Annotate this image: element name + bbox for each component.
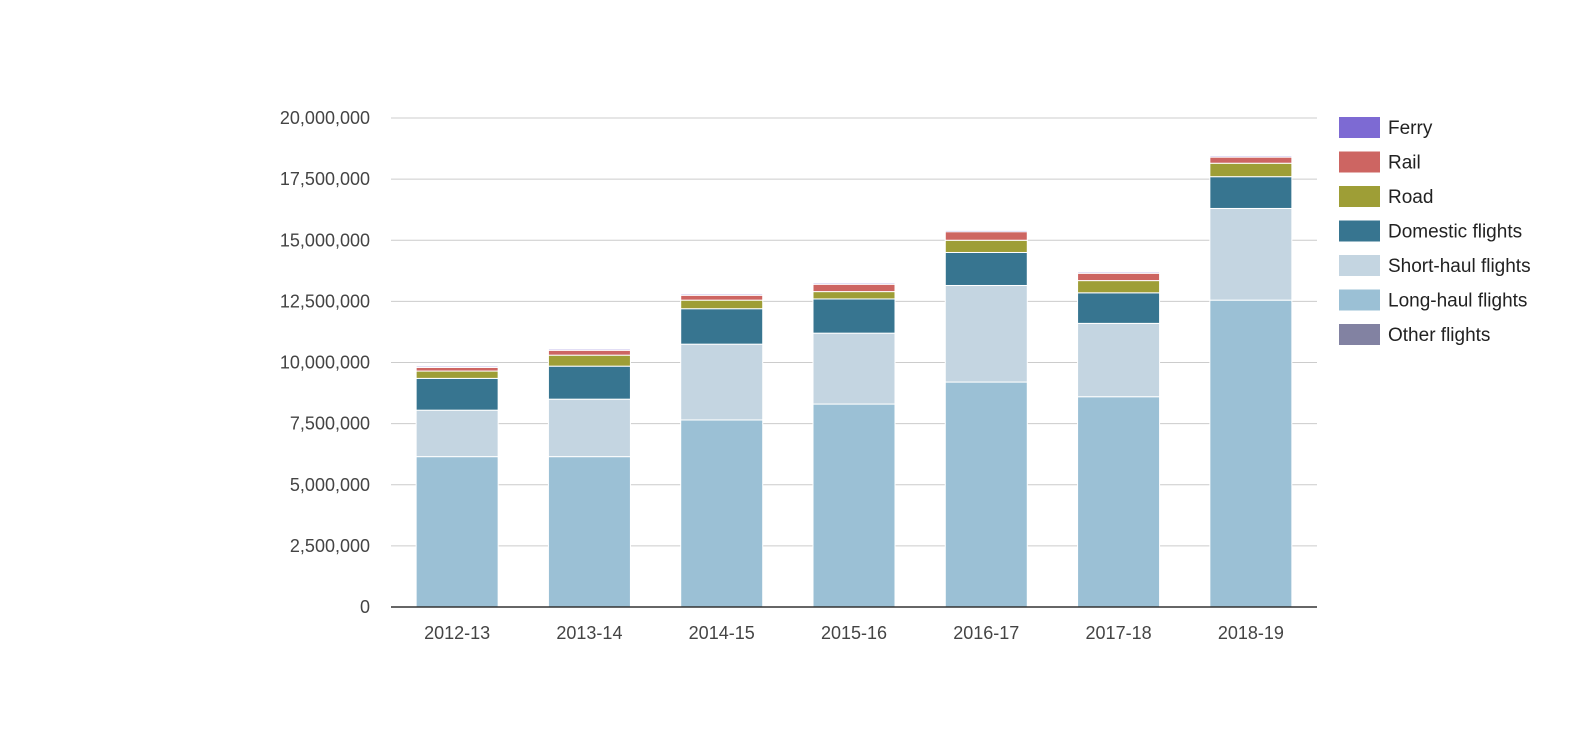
bar-segment-rail[interactable] [812,283,896,293]
legend: Ferry Rail Road Domestic flights Short-haul … [1339,117,1531,346]
bar-segment-long-haul-flights[interactable] [1209,299,1293,608]
x-tick-label: 2017-18 [1086,623,1152,643]
bar-segment-domestic-flights[interactable] [944,251,1028,286]
bar-segment-ferry[interactable] [415,365,499,368]
bar-segment-road[interactable] [944,239,1028,253]
bar-segment-long-haul-flights[interactable] [944,381,1028,608]
y-tick-label: 0 [360,597,370,617]
y-tick-label: 20,000,000 [280,108,370,128]
bar-segment-rail[interactable] [944,231,1028,241]
x-tick-label: 2014-15 [689,623,755,643]
bar-segment-long-haul-flights[interactable] [680,419,764,608]
legend-swatch [1339,289,1380,311]
y-tick-label: 5,000,000 [290,475,370,495]
bar-segment-rail[interactable] [1077,272,1161,282]
y-tick-label: 12,500,000 [280,291,370,311]
bar-segment-ferry[interactable] [680,293,764,296]
bar-segment-domestic-flights[interactable] [680,308,764,345]
y-tick-label: 2,500,000 [290,536,370,556]
y-tick-label: 7,500,000 [290,414,370,434]
bar-segment-rail[interactable] [1209,156,1293,164]
bar-segment-ferry[interactable] [1209,155,1293,158]
legend-item-rail[interactable]: Rail [1339,151,1421,174]
bar-segment-road[interactable] [1209,162,1293,178]
bar-segment-ferry[interactable] [1077,271,1161,274]
legend-label: Other flights [1388,325,1490,346]
bar-segment-ferry[interactable] [944,229,1028,233]
y-tick-label: 10,000,000 [280,353,370,373]
bar-segment-road[interactable] [415,370,499,379]
bar-segment-long-haul-flights[interactable] [415,456,499,608]
x-tick-label: 2013-14 [556,623,622,643]
bar-segment-domestic-flights[interactable] [547,365,631,400]
axes: 0 2,500,000 5,000,000 7,500,000 10,000,000 12… [280,108,1317,643]
y-tick-label: 15,000,000 [280,230,370,250]
x-tick-label: 2015-16 [821,623,887,643]
legend-label: Domestic flights [1388,222,1522,243]
bar-segment-road[interactable] [812,291,896,300]
legend-swatch [1339,151,1380,173]
bar-segment-rail[interactable] [680,294,764,301]
legend-item-ferry[interactable]: Ferry [1339,117,1433,139]
bar-segment-long-haul-flights[interactable] [812,403,896,608]
bar-segment-domestic-flights[interactable] [415,377,499,411]
bar-segment-short-haul-flights[interactable] [680,343,764,421]
legend-item-domestic-flights[interactable]: Domestic flights [1339,220,1522,243]
legend-label: Long-haul flights [1388,291,1527,312]
x-tick-label: 2012-13 [424,623,490,643]
y-tick-label: 17,500,000 [280,169,370,189]
bar-segment-ferry[interactable] [812,282,896,285]
legend-item-other-flights[interactable]: Other flights [1339,324,1490,346]
legend-swatch [1339,255,1380,276]
x-tick-label: 2016-17 [953,623,1019,643]
bar-segment-short-haul-flights[interactable] [547,398,631,458]
legend-swatch [1339,220,1380,242]
legend-swatch [1339,186,1380,207]
bar-segment-short-haul-flights[interactable] [1209,207,1293,301]
bar-segment-road[interactable] [547,354,631,367]
legend-item-short-haul-flights[interactable]: Short-haul flights [1339,255,1531,277]
bar-segment-ferry[interactable] [547,348,631,351]
bar-segment-road[interactable] [1077,280,1161,294]
legend-label: Ferry [1388,118,1433,139]
bar-segment-rail[interactable] [415,366,499,372]
bar-segment-short-haul-flights[interactable] [944,284,1028,383]
legend-label: Short-haul flights [1388,256,1531,277]
legend-swatch [1339,324,1380,345]
bar-segment-domestic-flights[interactable] [1209,176,1293,209]
legend-swatch [1339,117,1380,138]
bar-segment-long-haul-flights[interactable] [547,456,631,608]
x-tick-label: 2018-19 [1218,623,1284,643]
bar-segment-domestic-flights[interactable] [1077,292,1161,324]
bar-segment-domestic-flights[interactable] [812,298,896,334]
legend-item-long-haul-flights[interactable]: Long-haul flights [1339,289,1527,312]
bar-segment-rail[interactable] [547,349,631,356]
bars [415,155,1293,608]
bar-segment-short-haul-flights[interactable] [1077,322,1161,398]
bar-segment-long-haul-flights[interactable] [1077,396,1161,608]
bar-segment-road[interactable] [680,299,764,310]
legend-label: Road [1388,187,1433,208]
bar-segment-short-haul-flights[interactable] [812,332,896,405]
bar-segment-short-haul-flights[interactable] [415,409,499,458]
legend-label: Rail [1388,153,1421,174]
legend-item-road[interactable]: Road [1339,186,1433,208]
